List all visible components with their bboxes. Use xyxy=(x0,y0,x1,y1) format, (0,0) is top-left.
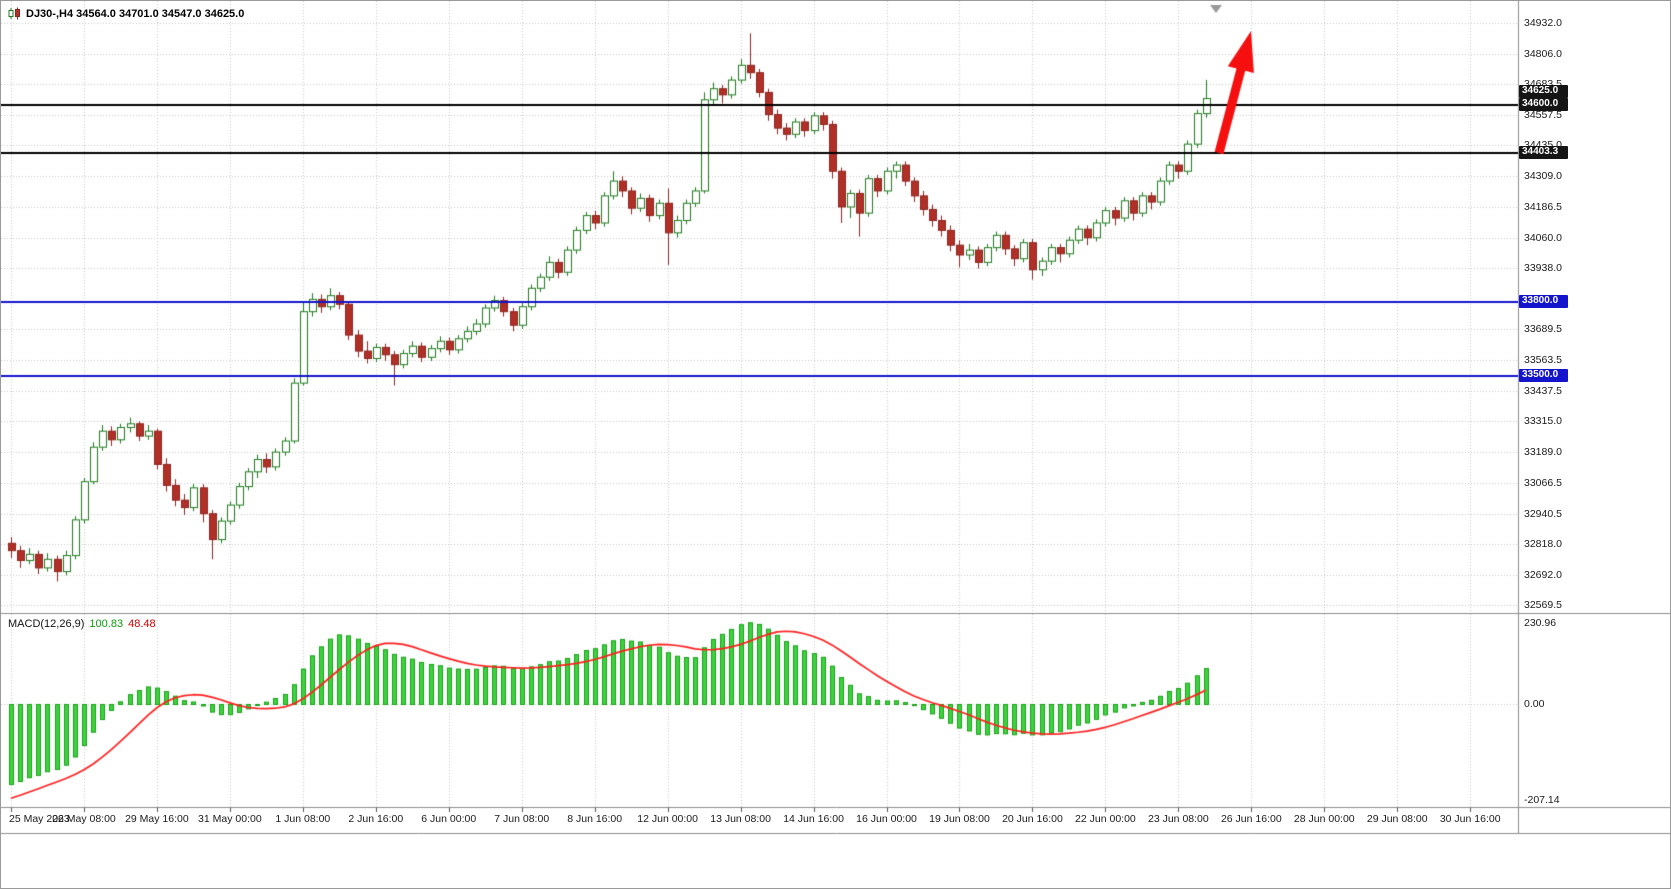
time-axis-label: 29 Jun 08:00 xyxy=(1366,813,1428,825)
trend-arrow-annotation[interactable] xyxy=(1206,21,1268,161)
macd-name: MACD(12,26,9) xyxy=(8,618,85,630)
price-axis-label: 34932.0 xyxy=(1524,16,1562,29)
macd-scale-label: 0.00 xyxy=(1524,697,1545,710)
price-axis-label: 34557.5 xyxy=(1524,109,1562,122)
time-axis-label: 28 Jun 00:00 xyxy=(1293,813,1355,825)
macd-signal-value: 48.48 xyxy=(128,618,156,630)
macd-scale-label: -207.14 xyxy=(1524,794,1560,806)
time-axis-label: 26 Jun 16:00 xyxy=(1220,813,1282,825)
price-axis-label: 33189.0 xyxy=(1524,446,1562,459)
price-tag: 34625.0 xyxy=(1519,84,1568,98)
time-axis-label: 13 Jun 08:00 xyxy=(710,813,771,825)
price-axis-label: 33938.0 xyxy=(1524,261,1562,274)
time-axis-label: 8 Jun 16:00 xyxy=(567,813,623,825)
price-tag: 34403.3 xyxy=(1519,146,1568,160)
macd-scale-label: 230.96 xyxy=(1524,617,1557,629)
time-axis-label: 1 Jun 08:00 xyxy=(275,813,331,825)
time-axis-label: 2 Jun 16:00 xyxy=(348,813,404,825)
time-axis-label: 12 Jun 00:00 xyxy=(637,813,698,825)
price-axis-label: 33437.5 xyxy=(1524,385,1562,398)
time-axis-label: 6 Jun 00:00 xyxy=(421,813,477,825)
candlestick-icon xyxy=(8,7,20,20)
time-axis-label: 14 Jun 16:00 xyxy=(783,813,844,825)
chart-title: DJ30-,H4 34564.0 34701.0 34547.0 34625.0 xyxy=(8,7,244,20)
time-axis-label: 7 Jun 08:00 xyxy=(494,813,550,825)
time-axis-label: 30 Jun 16:00 xyxy=(1439,813,1501,825)
time-axis-label: 25 May 2023 xyxy=(9,813,70,825)
time-axis-label: 16 Jun 00:00 xyxy=(856,813,917,825)
price-axis-label: 33066.5 xyxy=(1524,476,1562,489)
price-axis-label: 34186.5 xyxy=(1524,200,1562,213)
time-axis-label: 26 May 08:00 xyxy=(52,813,116,825)
time-axis-label: 31 May 00:00 xyxy=(198,813,262,825)
price-axis-label: 33563.5 xyxy=(1524,354,1562,367)
time-axis-label: 23 Jun 08:00 xyxy=(1148,813,1209,825)
symbol-ohlc-text: DJ30-,H4 34564.0 34701.0 34547.0 34625.0 xyxy=(26,7,245,20)
price-axis-label: 34060.0 xyxy=(1524,231,1562,244)
price-axis[interactable]: 34932.034806.034683.534557.534435.034309… xyxy=(1518,1,1670,833)
price-axis-label: 32692.0 xyxy=(1524,568,1562,581)
price-axis-label: 34309.0 xyxy=(1524,170,1562,183)
macd-indicator-label: MACD(12,26,9) 100.83 48.48 xyxy=(8,618,156,630)
time-axis-label: 20 Jun 16:00 xyxy=(1002,813,1063,825)
price-axis-label: 33689.5 xyxy=(1524,323,1562,336)
time-axis-label: 19 Jun 08:00 xyxy=(929,813,990,825)
price-axis-label: 34806.0 xyxy=(1524,47,1562,60)
price-axis-label: 32569.5 xyxy=(1524,598,1562,611)
price-axis-label: 32818.0 xyxy=(1524,537,1562,550)
macd-main-value: 100.83 xyxy=(89,618,124,630)
price-tag: 33500.0 xyxy=(1519,368,1568,382)
price-axis-label: 32940.5 xyxy=(1524,507,1562,520)
time-axis-label: 29 May 16:00 xyxy=(125,813,189,825)
price-axis-label: 33315.0 xyxy=(1524,415,1562,428)
time-axis[interactable]: 25 May 2023 26 May 08:00 29 May 16:00 31 Ma… xyxy=(1,807,1670,833)
price-tag: 33800.0 xyxy=(1519,294,1568,308)
time-axis-label: 22 Jun 00:00 xyxy=(1075,813,1136,825)
price-tag: 34600.0 xyxy=(1519,97,1568,111)
